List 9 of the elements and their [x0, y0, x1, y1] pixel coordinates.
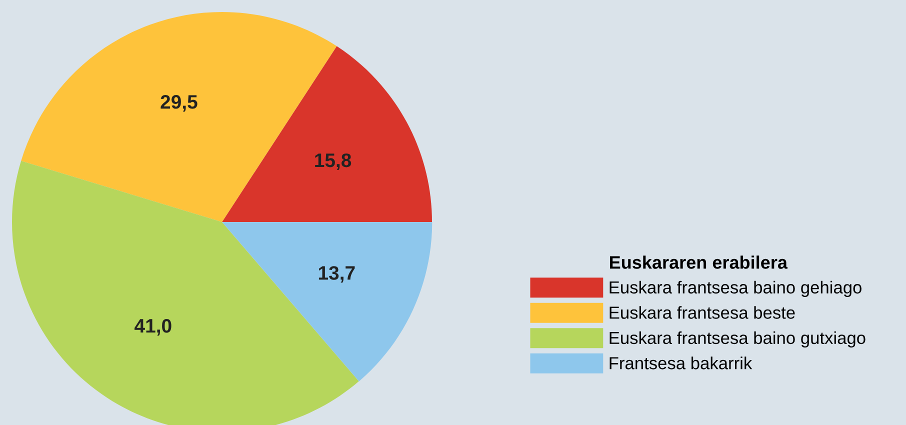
data-label: 13,7 [318, 266, 355, 283]
legend-title: Euskararen erabilera [610, 256, 788, 269]
data-label: 15,8 [315, 153, 352, 170]
data-label: 41,0 [134, 318, 172, 336]
legend-label: Euskara frantsesa beste [610, 306, 795, 319]
data-label: 29,5 [160, 95, 198, 112]
legend-label: Frantsesa bakarrik [610, 356, 752, 370]
legend-label: Euskara frantsesa baino gehiago [610, 280, 862, 298]
legend-label: Euskara frantsesa baino gutxiago [610, 331, 866, 348]
